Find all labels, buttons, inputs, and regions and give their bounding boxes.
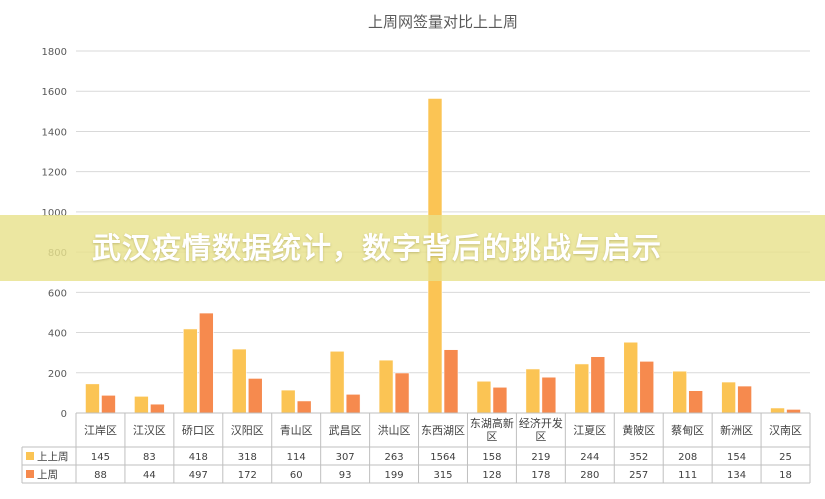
data-label: 418 bbox=[189, 452, 208, 463]
x-tick-label: 洪山区 bbox=[378, 423, 411, 437]
bar-last-week bbox=[150, 403, 165, 414]
data-label: 178 bbox=[531, 470, 550, 481]
x-tick-label: 经济开发区 bbox=[519, 416, 563, 443]
data-label: 244 bbox=[580, 452, 599, 463]
y-tick-label: 400 bbox=[48, 329, 67, 340]
y-tick-label: 0 bbox=[61, 409, 67, 420]
bar-prev-week bbox=[280, 389, 296, 414]
bar-last-week bbox=[199, 312, 214, 414]
bar-prev-week bbox=[329, 350, 345, 414]
headline-banner: 武汉疫情数据统计，数字背后的挑战与启示 bbox=[0, 215, 825, 281]
data-label: 315 bbox=[433, 470, 452, 481]
bar-last-week bbox=[786, 409, 801, 414]
y-tick-label: 600 bbox=[48, 288, 67, 299]
bar-prev-week bbox=[574, 363, 590, 414]
bar-prev-week bbox=[134, 396, 149, 414]
x-tick-label: 青山区 bbox=[280, 424, 313, 437]
bar-prev-week bbox=[525, 368, 541, 414]
y-tick-label: 1200 bbox=[42, 168, 67, 179]
y-tick-label: 1600 bbox=[42, 87, 67, 98]
x-tick-label: 江汉区 bbox=[133, 424, 166, 437]
y-tick-label: 1000 bbox=[42, 208, 67, 219]
bar-last-week bbox=[492, 386, 508, 414]
data-label: 128 bbox=[482, 470, 501, 481]
bar-prev-week bbox=[183, 328, 198, 414]
headline-text: 武汉疫情数据统计，数字背后的挑战与启示 bbox=[92, 231, 663, 265]
data-label: 134 bbox=[727, 470, 746, 481]
data-label: 88 bbox=[94, 470, 107, 481]
x-tick-label: 江夏区 bbox=[573, 424, 606, 437]
y-tick-label: 200 bbox=[48, 369, 67, 380]
x-tick-label: 黄陂区 bbox=[622, 423, 655, 437]
x-tick-label: 硚口区 bbox=[182, 424, 215, 437]
bar-prev-week bbox=[476, 380, 492, 414]
legend-label: 上周 bbox=[37, 469, 58, 481]
legend-swatch bbox=[26, 470, 34, 478]
legend-swatch bbox=[26, 452, 34, 460]
bar-last-week bbox=[688, 390, 703, 414]
data-label: 93 bbox=[339, 470, 352, 481]
data-label: 497 bbox=[189, 470, 208, 481]
bar-last-week bbox=[101, 395, 116, 414]
bar-prev-week bbox=[231, 348, 247, 414]
bar-last-week bbox=[394, 372, 410, 414]
bar-last-week bbox=[541, 376, 557, 414]
x-tick-label: 江岸区 bbox=[84, 424, 117, 437]
bar-last-week bbox=[345, 393, 361, 414]
bar-prev-week bbox=[85, 383, 100, 414]
x-tick-label: 东湖高新区 bbox=[470, 416, 514, 443]
data-label: 158 bbox=[482, 452, 501, 463]
y-tick-label: 1800 bbox=[42, 47, 67, 58]
chart-title: 上周网签量对比上上周 bbox=[368, 13, 518, 31]
data-label: 307 bbox=[336, 452, 355, 463]
data-label: 18 bbox=[779, 470, 792, 481]
x-tick-label: 汉南区 bbox=[769, 424, 802, 437]
data-label: 60 bbox=[290, 470, 303, 481]
bar-prev-week bbox=[623, 341, 639, 414]
x-tick-label: 武昌区 bbox=[329, 424, 362, 437]
data-label: 145 bbox=[91, 452, 110, 463]
data-label: 114 bbox=[287, 452, 306, 463]
bar-prev-week bbox=[378, 359, 394, 414]
data-label: 154 bbox=[727, 452, 746, 463]
y-tick-label: 1400 bbox=[42, 127, 67, 138]
data-label: 280 bbox=[580, 470, 599, 481]
data-label: 257 bbox=[629, 470, 648, 481]
data-label: 25 bbox=[779, 452, 792, 463]
bar-last-week bbox=[737, 385, 752, 414]
data-label: 263 bbox=[385, 452, 404, 463]
bar-last-week bbox=[443, 349, 459, 414]
data-label: 83 bbox=[143, 452, 156, 463]
data-label: 352 bbox=[629, 452, 648, 463]
bar-last-week bbox=[639, 361, 655, 414]
data-label: 318 bbox=[238, 452, 257, 463]
data-label: 1564 bbox=[430, 452, 455, 463]
bar-last-week bbox=[590, 356, 606, 414]
data-label: 219 bbox=[531, 452, 550, 463]
bar-prev-week bbox=[721, 381, 736, 414]
bar-last-week bbox=[247, 378, 263, 414]
data-label: 172 bbox=[238, 470, 257, 481]
legend-label: 上上周 bbox=[37, 451, 69, 463]
x-tick-label: 蔡甸区 bbox=[671, 424, 704, 437]
data-label: 44 bbox=[143, 470, 156, 481]
data-label: 208 bbox=[678, 452, 697, 463]
data-label: 111 bbox=[678, 470, 697, 481]
data-label: 199 bbox=[385, 470, 404, 481]
x-tick-label: 汉阳区 bbox=[231, 424, 264, 437]
bar-prev-week bbox=[770, 407, 785, 414]
bar-last-week bbox=[296, 400, 312, 414]
x-tick-label: 新洲区 bbox=[720, 423, 753, 437]
bar-prev-week bbox=[672, 370, 687, 414]
x-tick-label: 东西湖区 bbox=[421, 424, 465, 437]
